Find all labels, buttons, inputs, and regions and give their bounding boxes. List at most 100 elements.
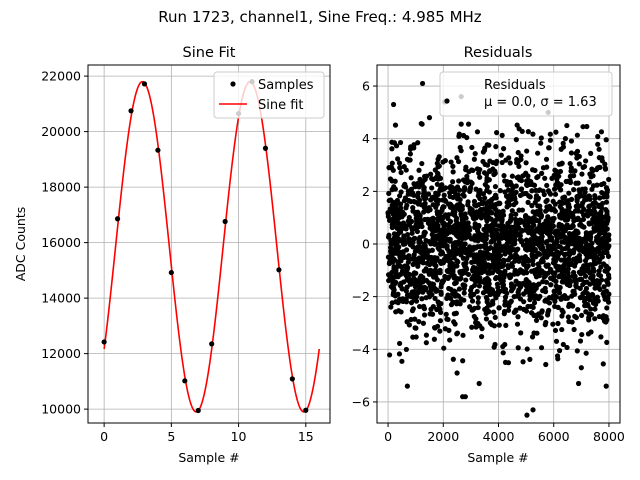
residual-point bbox=[441, 223, 447, 229]
residual-point bbox=[543, 361, 549, 368]
residual-point bbox=[464, 134, 470, 141]
residual-point bbox=[530, 261, 536, 267]
residual-point bbox=[497, 244, 503, 250]
residual-point bbox=[583, 262, 590, 268]
residual-point bbox=[440, 204, 446, 210]
residual-point bbox=[535, 203, 541, 209]
residual-point bbox=[579, 209, 585, 215]
residual-point bbox=[493, 160, 499, 167]
residual-point bbox=[596, 146, 602, 152]
residual-point bbox=[441, 345, 447, 351]
residual-point bbox=[544, 239, 550, 245]
residual-point bbox=[480, 268, 486, 275]
x-tick-label: 6000 bbox=[538, 429, 570, 444]
residual-point bbox=[437, 328, 443, 334]
residual-point bbox=[434, 209, 440, 215]
residual-point bbox=[454, 227, 460, 233]
residual-point bbox=[592, 316, 598, 322]
residual-point bbox=[436, 246, 442, 252]
residual-point bbox=[603, 199, 610, 205]
residual-point bbox=[433, 263, 439, 269]
residual-point bbox=[493, 275, 499, 282]
residual-point bbox=[437, 175, 444, 181]
residual-point bbox=[535, 150, 541, 156]
residual-point bbox=[502, 286, 509, 292]
residual-point bbox=[460, 332, 466, 338]
residual-point bbox=[406, 236, 412, 242]
residual-point bbox=[516, 287, 522, 293]
residual-point bbox=[474, 166, 481, 172]
residual-point bbox=[429, 259, 435, 265]
residual-point bbox=[601, 180, 607, 187]
residual-point bbox=[477, 243, 483, 250]
residual-point bbox=[606, 237, 612, 243]
residual-point bbox=[548, 282, 554, 288]
residual-point bbox=[406, 214, 412, 221]
residual-point bbox=[410, 244, 416, 250]
residual-point bbox=[446, 227, 453, 234]
residual-point bbox=[398, 309, 404, 315]
residual-point bbox=[493, 144, 499, 150]
residual-point bbox=[447, 218, 454, 225]
residual-point bbox=[410, 205, 416, 211]
residual-point bbox=[531, 182, 538, 188]
residual-point bbox=[432, 228, 438, 234]
residual-point bbox=[463, 229, 470, 236]
residual-point bbox=[514, 156, 520, 163]
residual-point bbox=[452, 289, 458, 295]
residual-point bbox=[552, 201, 558, 207]
residual-point bbox=[497, 200, 503, 206]
residual-point bbox=[472, 237, 478, 243]
residual-point bbox=[522, 242, 529, 248]
residual-point bbox=[544, 263, 550, 269]
residual-point bbox=[428, 287, 435, 293]
residual-point bbox=[523, 160, 529, 166]
residual-point bbox=[589, 166, 595, 172]
residual-point bbox=[451, 241, 457, 247]
sine-fit-legend: Samples Sine fit bbox=[213, 71, 325, 119]
residual-point bbox=[518, 330, 524, 336]
residual-point bbox=[573, 283, 579, 289]
residual-point bbox=[525, 129, 531, 135]
residual-point bbox=[486, 269, 492, 275]
residual-point bbox=[598, 129, 605, 135]
residual-point bbox=[443, 311, 449, 317]
residual-point bbox=[520, 255, 526, 261]
sine-fit-xlabel: Sample # bbox=[178, 450, 239, 465]
residual-point bbox=[511, 202, 517, 208]
residual-point bbox=[402, 271, 408, 277]
residual-point bbox=[575, 230, 581, 236]
residual-point bbox=[584, 279, 590, 285]
residual-point bbox=[475, 234, 481, 240]
residual-point bbox=[397, 165, 403, 171]
residual-point bbox=[432, 167, 438, 173]
residual-point bbox=[429, 175, 435, 182]
residual-point bbox=[570, 303, 576, 309]
residual-point bbox=[524, 270, 530, 276]
residual-point bbox=[507, 237, 513, 243]
sample-point bbox=[114, 216, 121, 222]
residual-point bbox=[447, 337, 453, 343]
residual-point bbox=[598, 264, 604, 270]
residual-point bbox=[471, 291, 477, 297]
residual-point bbox=[404, 202, 410, 208]
residual-point bbox=[492, 170, 498, 176]
residual-point bbox=[490, 231, 496, 237]
residual-point bbox=[472, 151, 478, 157]
residual-point bbox=[418, 120, 424, 127]
residual-point bbox=[469, 180, 475, 186]
residual-point bbox=[431, 240, 437, 247]
residual-point bbox=[441, 192, 447, 198]
residual-point bbox=[604, 339, 610, 345]
residual-point bbox=[403, 346, 409, 353]
residual-point bbox=[580, 216, 587, 222]
residual-point bbox=[465, 220, 471, 226]
residual-point bbox=[461, 290, 467, 296]
residual-point bbox=[496, 305, 502, 311]
residual-point bbox=[597, 195, 603, 201]
residuals-xlabel: Sample # bbox=[467, 450, 528, 465]
residual-point bbox=[516, 163, 522, 169]
residual-point bbox=[576, 153, 582, 160]
residual-point bbox=[574, 348, 580, 354]
residual-point bbox=[558, 182, 564, 188]
